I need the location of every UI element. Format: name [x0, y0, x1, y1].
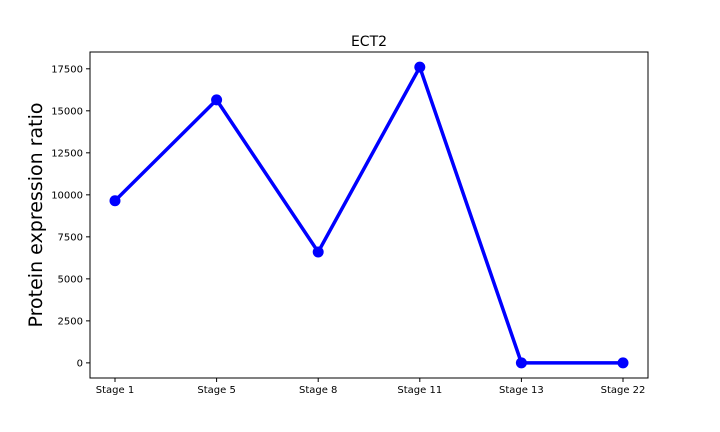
plot-area-frame [89, 51, 649, 379]
x-tick-label: Stage 22 [601, 385, 646, 396]
x-tick-label: Stage 8 [299, 385, 337, 396]
series-line [113, 62, 623, 365]
data-point [515, 357, 527, 369]
y-tick-label: 10000 [51, 190, 83, 201]
x-tick-label: Stage 13 [499, 385, 544, 396]
x-tick-label: Stage 1 [96, 385, 134, 396]
axis-ticks: Stage 1 Stage 5 Stage 8 Stage 11 Stage 13 Sta… [51, 64, 645, 396]
y-tick-label: 12500 [51, 148, 83, 159]
data-point [109, 195, 121, 207]
x-tick-label: Stage 11 [397, 385, 442, 396]
y-tick-label: 15000 [51, 106, 83, 117]
data-point [312, 246, 324, 258]
y-tick-label: 2500 [58, 316, 83, 327]
data-point [414, 61, 426, 73]
y-tick-label: 0 [77, 358, 83, 369]
data-point [617, 357, 629, 369]
data-point [211, 94, 223, 106]
data-series [109, 61, 629, 369]
y-tick-label: 17500 [51, 64, 83, 75]
y-tick-label: 7500 [58, 232, 83, 243]
x-tick-label: Stage 5 [197, 385, 235, 396]
y-tick-label: 5000 [58, 274, 83, 285]
chart-title: ECT2 [351, 34, 387, 50]
y-axis-label: Protein expression ratio [25, 103, 47, 328]
